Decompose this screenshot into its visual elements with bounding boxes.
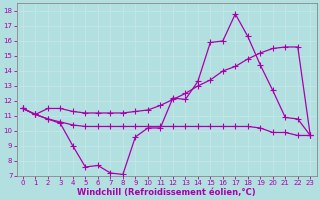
X-axis label: Windchill (Refroidissement éolien,°C): Windchill (Refroidissement éolien,°C) bbox=[77, 188, 256, 197]
